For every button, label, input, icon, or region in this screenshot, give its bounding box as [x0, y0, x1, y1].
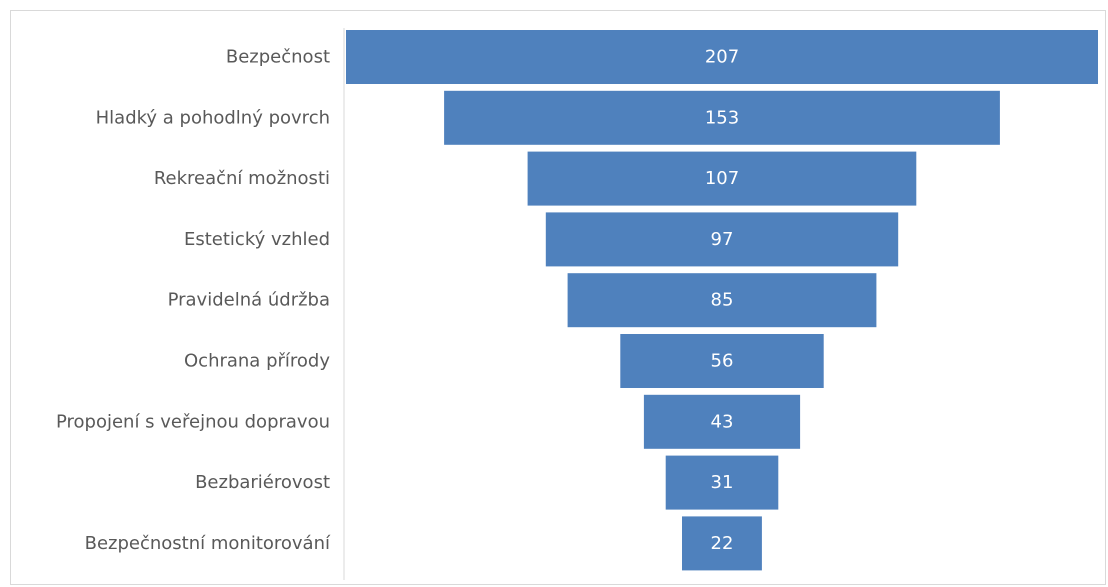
value-labels: 207 153 107 97 85 56 43 31 22	[705, 47, 739, 554]
category-label: Bezbariérovost	[195, 472, 330, 493]
funnel-bar	[527, 151, 917, 206]
funnel-bar	[545, 212, 899, 267]
data-label: 153	[705, 107, 739, 128]
funnel-bar	[643, 394, 801, 449]
data-label: 97	[711, 229, 734, 250]
funnel-bars	[346, 30, 1098, 571]
data-label: 107	[705, 168, 739, 189]
data-label: 207	[705, 47, 739, 68]
data-label: 56	[711, 351, 734, 372]
funnel-bar	[444, 90, 1000, 145]
category-label: Hladký a pohodlný povrch	[96, 107, 330, 128]
category-label: Estetický vzhled	[184, 229, 330, 250]
funnel-bar	[682, 516, 762, 571]
funnel-bar	[665, 455, 779, 510]
category-labels: Bezpečnost Hladký a pohodlný povrch Rekrea…	[56, 47, 331, 554]
category-label: Rekreační možnosti	[154, 168, 330, 189]
category-label: Ochrana přírody	[184, 351, 330, 372]
data-label: 85	[711, 290, 734, 311]
category-label: Propojení s veřejnou dopravou	[56, 411, 330, 432]
data-label: 31	[711, 472, 734, 493]
data-label: 43	[711, 411, 734, 432]
data-label: 22	[711, 533, 734, 554]
category-label: Bezpečnostní monitorování	[85, 533, 331, 554]
category-label: Bezpečnost	[226, 47, 330, 68]
funnel-bar	[620, 334, 824, 388]
funnel-bar	[567, 273, 877, 328]
category-label: Pravidelná údržba	[168, 290, 330, 311]
funnel-bar	[346, 30, 1098, 84]
